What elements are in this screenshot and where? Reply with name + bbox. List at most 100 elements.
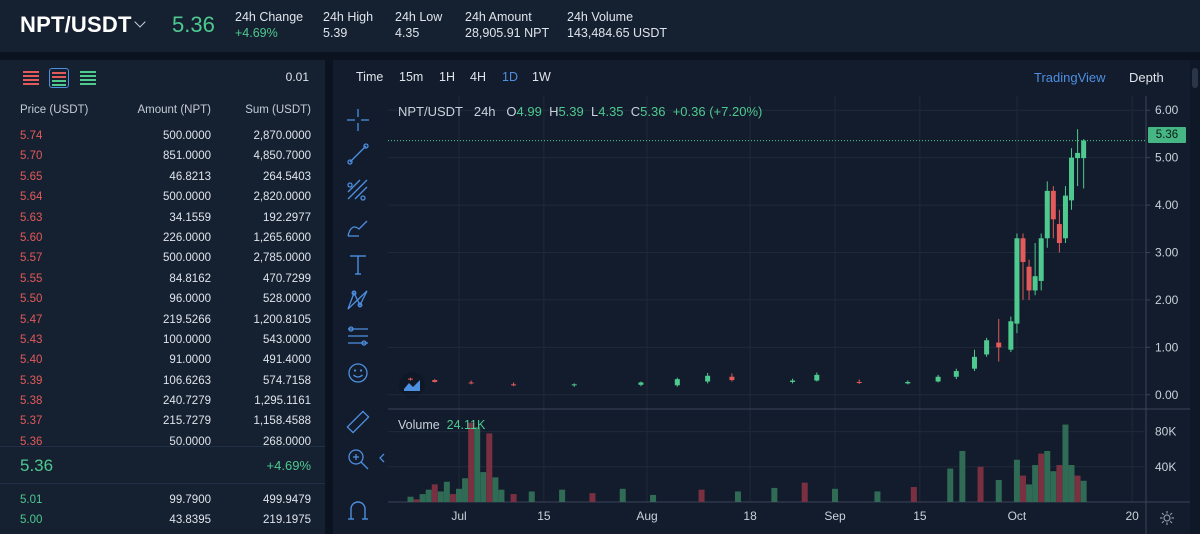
trend-line-icon[interactable] bbox=[345, 141, 371, 167]
timeframe-4h[interactable]: 4H bbox=[470, 70, 486, 84]
volume-bar bbox=[589, 493, 596, 502]
row-amount: 34.1559 bbox=[169, 211, 211, 224]
row-sum: 574.7158 bbox=[263, 374, 311, 387]
candle-body bbox=[1008, 321, 1014, 350]
row-sum: 2,870.0000 bbox=[253, 130, 311, 142]
row-price: 5.63 bbox=[20, 211, 43, 224]
asks-list: 5.74 500.0000 2,870.0000 5.70 851.0000 4,850.… bbox=[0, 127, 325, 453]
candle-body bbox=[638, 382, 644, 385]
prediction-icon[interactable] bbox=[345, 323, 371, 349]
row-sum: 268.0000 bbox=[263, 435, 311, 448]
x-tick-label: 15 bbox=[913, 509, 927, 523]
volume-bar bbox=[1032, 465, 1039, 502]
view-bids-only-icon[interactable] bbox=[78, 68, 98, 88]
collapse-toolbar-icon[interactable] bbox=[377, 452, 387, 464]
ask-row[interactable]: 5.70 851.0000 4,850.7000 bbox=[0, 147, 325, 167]
row-amount: 91.0000 bbox=[169, 354, 211, 367]
volume-bar bbox=[874, 491, 881, 502]
legend-low: 4.35 bbox=[598, 104, 624, 119]
volume-bar bbox=[437, 491, 444, 502]
ask-row[interactable]: 5.37 215.7279 1,158.4588 bbox=[0, 412, 325, 432]
ask-row[interactable]: 5.38 240.7279 1,295.1161 bbox=[0, 392, 325, 412]
crosshair-icon[interactable] bbox=[345, 107, 371, 133]
pair-selector[interactable]: NPT/USDT bbox=[20, 12, 132, 37]
volume-bar bbox=[650, 494, 657, 502]
volume-bar bbox=[771, 487, 778, 502]
row-amount: 851.0000 bbox=[163, 150, 211, 163]
candle-body bbox=[935, 376, 941, 382]
text-icon[interactable] bbox=[345, 252, 371, 278]
tab-depth[interactable]: Depth bbox=[1129, 70, 1164, 85]
settings-gear-icon[interactable] bbox=[1159, 510, 1175, 526]
row-amount: 96.0000 bbox=[169, 293, 211, 306]
ask-row[interactable]: 5.40 91.0000 491.4000 bbox=[0, 351, 325, 371]
precision-selector[interactable]: 0.01 bbox=[285, 70, 309, 84]
ask-row[interactable]: 5.63 34.1559 192.2977 bbox=[0, 209, 325, 229]
candle-body bbox=[1081, 140, 1087, 159]
row-price: 5.74 bbox=[20, 130, 43, 142]
volume-bar bbox=[832, 488, 838, 502]
y-tick-label: 3.00 bbox=[1155, 246, 1179, 260]
ask-row[interactable]: 5.43 100.0000 543.0000 bbox=[0, 331, 325, 351]
stat-label: 24h Low bbox=[395, 10, 443, 24]
stat-label: 24h Volume bbox=[567, 10, 634, 24]
fib-icon[interactable] bbox=[345, 177, 371, 203]
timeframe-1w[interactable]: 1W bbox=[532, 70, 551, 84]
row-amount: 50.0000 bbox=[169, 435, 211, 448]
candle-body bbox=[1056, 224, 1062, 244]
legend-close: 5.36 bbox=[640, 104, 666, 119]
volume-label: Volume bbox=[398, 418, 440, 432]
volume-tick-label: 80K bbox=[1155, 425, 1176, 439]
bid-row[interactable]: 5.01 99.7900 499.9479 bbox=[0, 491, 325, 511]
candlestick-chart[interactable]: 6.00 5.00 4.00 3.00 2.00 1.00 0.00 80K 40K Jul 15 A… bbox=[388, 96, 1200, 534]
timeframe-1h[interactable]: 1H bbox=[439, 70, 455, 84]
scrollbar-track[interactable] bbox=[1190, 60, 1200, 534]
row-price: 5.50 bbox=[20, 293, 43, 306]
timeframe-15m[interactable]: 15m bbox=[399, 70, 424, 84]
candle-body bbox=[571, 384, 577, 386]
ask-row[interactable]: 5.57 500.0000 2,785.0000 bbox=[0, 249, 325, 269]
scrollbar-thumb[interactable] bbox=[1192, 68, 1198, 88]
ask-row[interactable]: 5.47 219.5266 1,200.8105 bbox=[0, 311, 325, 331]
ask-row[interactable]: 5.55 84.8162 470.7299 bbox=[0, 270, 325, 290]
timeframe-1d[interactable]: 1D bbox=[502, 70, 518, 84]
row-sum: 192.2977 bbox=[263, 211, 311, 224]
brush-icon[interactable] bbox=[345, 215, 371, 241]
volume-bar bbox=[443, 481, 450, 502]
volume-bar bbox=[431, 484, 438, 502]
row-amount: 84.8162 bbox=[169, 272, 211, 285]
stat-value: 5.39 bbox=[323, 26, 348, 40]
volume-bar bbox=[1068, 465, 1075, 502]
row-price: 5.37 bbox=[20, 415, 43, 428]
view-both-icon[interactable] bbox=[49, 68, 69, 88]
ask-row[interactable]: 5.74 500.0000 2,870.0000 bbox=[0, 127, 325, 147]
ask-row[interactable]: 5.50 96.0000 528.0000 bbox=[0, 290, 325, 310]
ask-row[interactable]: 5.60 226.0000 1,265.6000 bbox=[0, 229, 325, 249]
ask-row[interactable]: 5.36 50.0000 268.0000 bbox=[0, 433, 325, 453]
x-tick-label: Sep bbox=[824, 509, 846, 523]
timeframe-time[interactable]: Time bbox=[356, 70, 384, 84]
candle-body bbox=[1032, 276, 1038, 291]
ruler-icon[interactable] bbox=[345, 409, 371, 435]
zoom-in-icon[interactable] bbox=[345, 446, 371, 472]
ask-row[interactable]: 5.39 106.6263 574.7158 bbox=[0, 372, 325, 392]
pattern-icon[interactable] bbox=[345, 287, 371, 313]
row-price: 5.70 bbox=[20, 150, 43, 163]
view-asks-only-icon[interactable] bbox=[21, 68, 41, 88]
volume-bar bbox=[1050, 471, 1057, 502]
ask-row[interactable]: 5.64 500.0000 2,820.0000 bbox=[0, 188, 325, 208]
row-amount: 99.7900 bbox=[169, 494, 211, 506]
emoji-icon[interactable] bbox=[345, 360, 371, 386]
volume-tick-label: 40K bbox=[1155, 460, 1176, 474]
bid-row[interactable]: 5.00 43.8395 219.1975 bbox=[0, 511, 325, 531]
row-amount: 215.7279 bbox=[163, 415, 211, 428]
row-sum: 2,820.0000 bbox=[253, 191, 311, 204]
ask-row[interactable]: 5.65 46.8213 264.5403 bbox=[0, 168, 325, 188]
volume-bar bbox=[425, 489, 432, 502]
row-price: 5.57 bbox=[20, 252, 43, 265]
magnet-icon[interactable] bbox=[345, 497, 371, 523]
market-header: NPT/USDT 5.36 24h Change +4.69% 24h High… bbox=[0, 0, 1200, 52]
chevron-down-icon[interactable] bbox=[134, 16, 146, 28]
volume-bar bbox=[419, 494, 426, 502]
tab-tradingview[interactable]: TradingView bbox=[1034, 70, 1106, 85]
